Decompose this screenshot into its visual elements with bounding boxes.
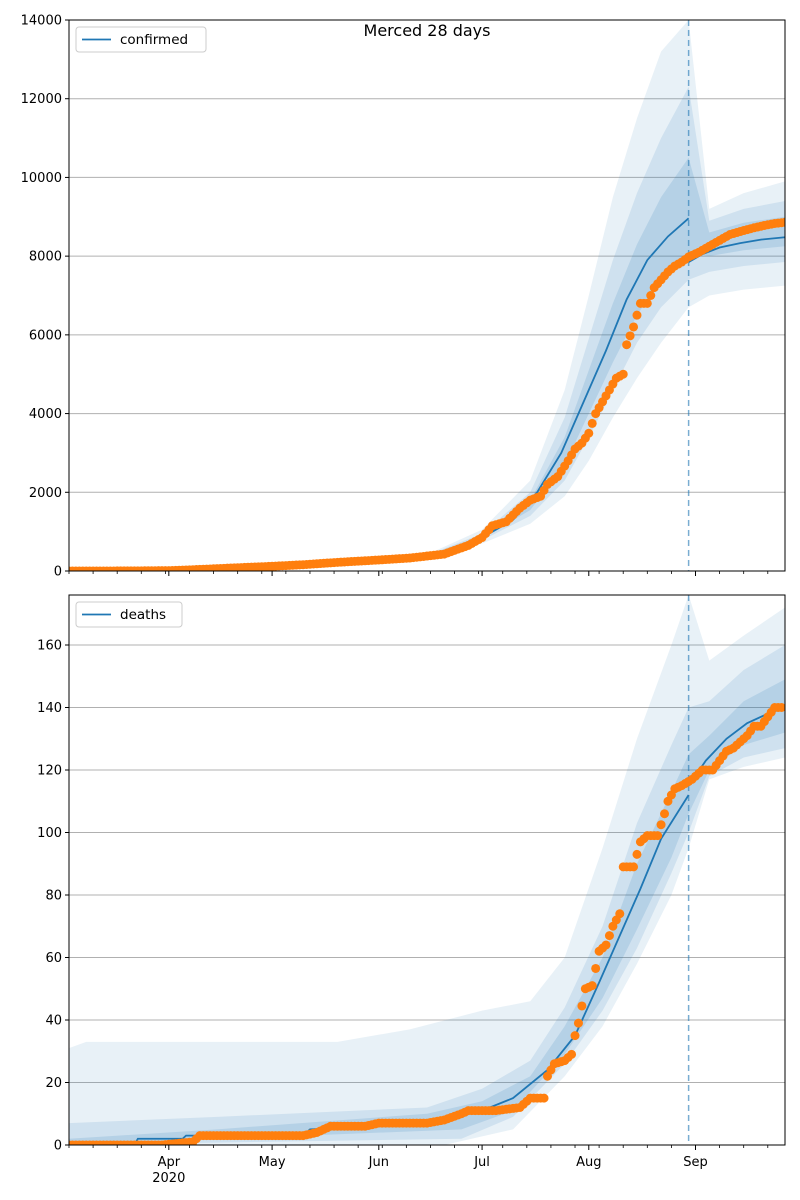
observed-point [618, 369, 628, 379]
y-tick-label: 12000 [21, 92, 62, 107]
uncertainty-band [427, 20, 785, 559]
observed-point [780, 217, 785, 227]
x-tick-label: May [259, 1155, 286, 1170]
observed-point [601, 940, 611, 950]
observed-point [632, 849, 642, 859]
uncertainty-band [69, 679, 785, 1145]
axes-frame [68, 19, 786, 572]
observed-point [656, 820, 666, 830]
x-tick-sublabel: 2020 [152, 1171, 185, 1186]
legend: confirmed [75, 26, 207, 53]
y-tick-label: 160 [37, 639, 62, 654]
x-tick-label: Jun [368, 1155, 389, 1170]
observed-point [577, 1001, 587, 1011]
uncertainty-band [427, 86, 785, 558]
observed-point [653, 831, 663, 841]
y-tick-label: 80 [45, 889, 62, 904]
observed-point [642, 298, 652, 308]
uncertainty-band [427, 157, 785, 557]
y-tick-label: 60 [45, 951, 62, 966]
observed-point [604, 931, 614, 941]
y-tick-label: 100 [37, 826, 62, 841]
x-tick-label: Sep [683, 1155, 708, 1170]
y-tick-label: 20 [45, 1076, 62, 1091]
observed-point [587, 981, 597, 991]
observed-point [632, 310, 642, 320]
y-tick-label: 8000 [29, 250, 62, 265]
x-tick-label: Apr [158, 1155, 181, 1170]
y-tick-label: 120 [37, 764, 62, 779]
y-tick-label: 140 [37, 701, 62, 716]
x-tick-label: Aug [576, 1155, 601, 1170]
axes-frame [68, 594, 786, 1146]
observed-point [584, 428, 594, 438]
observed-point [625, 331, 635, 341]
observed-point [591, 963, 601, 973]
observed-point [660, 809, 670, 819]
observed-point [646, 291, 656, 300]
uncertainty-band [69, 645, 785, 1145]
observed-point [622, 340, 632, 350]
observed-point [587, 418, 597, 428]
observed-point [629, 322, 639, 332]
legend-box [75, 26, 207, 53]
y-tick-label: 2000 [29, 486, 62, 501]
legend: deaths [75, 601, 183, 628]
y-tick-label: 0 [54, 1139, 62, 1154]
legend-label: confirmed [120, 32, 188, 48]
legend-box [75, 601, 183, 628]
observed-point [539, 1093, 549, 1103]
observed-point [567, 1049, 577, 1059]
y-tick-label: 10000 [21, 171, 62, 186]
y-tick-label: 6000 [29, 328, 62, 343]
legend-label: deaths [120, 607, 166, 623]
y-tick-label: 0 [54, 565, 62, 580]
y-tick-label: 40 [45, 1014, 62, 1029]
y-tick-label: 4000 [29, 407, 62, 422]
observed-point [629, 862, 639, 872]
observed-point [570, 1031, 580, 1041]
y-tick-label: 14000 [21, 14, 62, 29]
confirmed-chart-panel: 0 2000 4000 6000 8000 10000 12000 14000 Merced 2… [21, 14, 786, 580]
uncertainty-band [69, 595, 785, 1145]
x-tick-label: Jul [473, 1155, 490, 1170]
observed-point [777, 703, 785, 712]
observed-point [573, 1018, 583, 1028]
observed-point [615, 909, 625, 919]
chart-title: Merced 28 days [364, 21, 491, 40]
